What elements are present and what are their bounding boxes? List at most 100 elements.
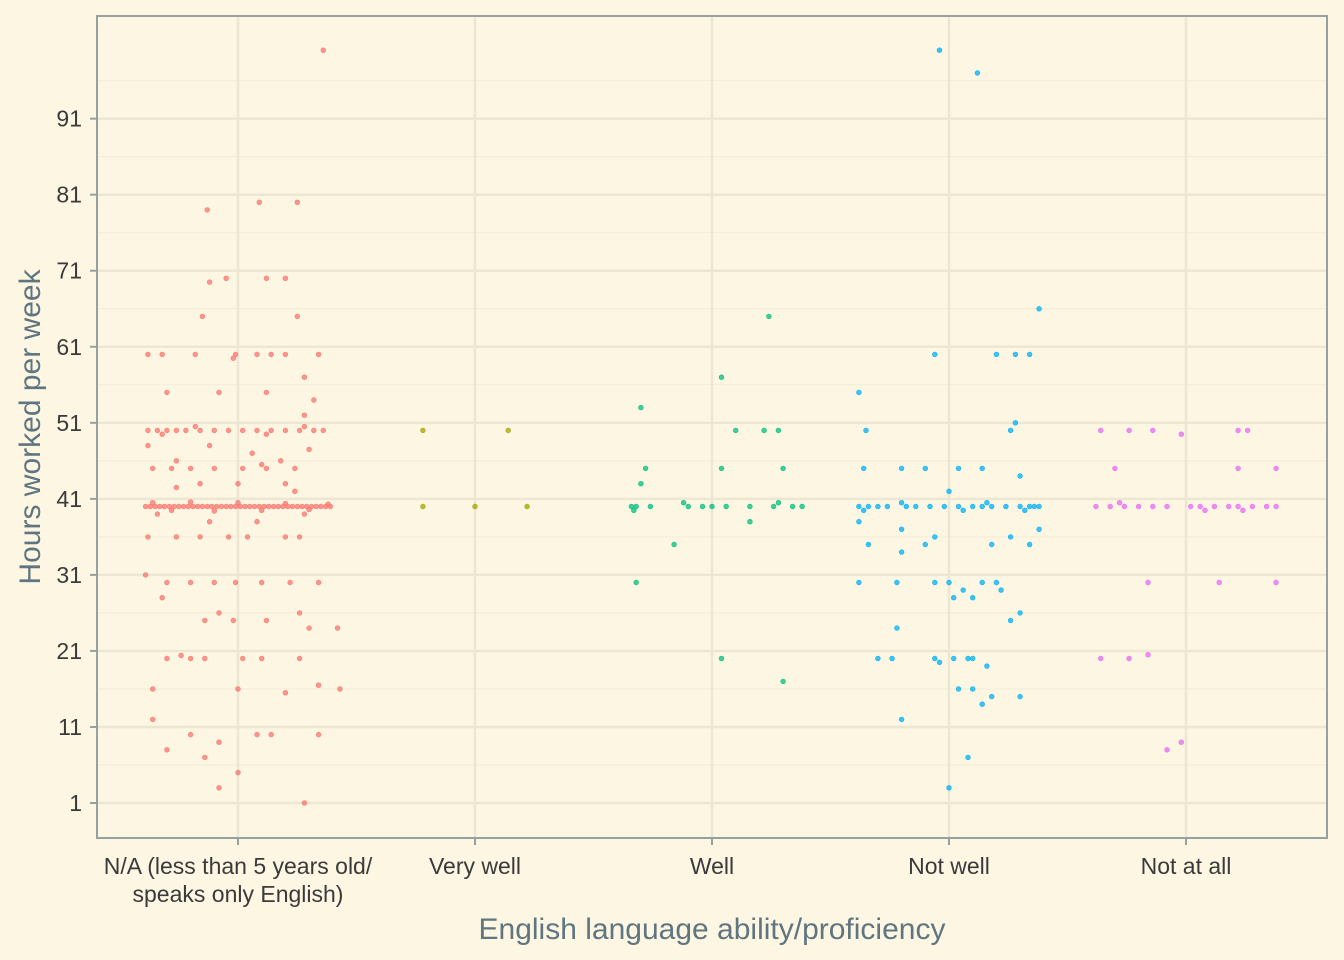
data-point	[941, 503, 947, 510]
data-point	[979, 503, 985, 510]
data-point	[216, 739, 222, 745]
data-point	[974, 70, 981, 76]
data-point	[1026, 351, 1033, 358]
data-point	[230, 617, 237, 624]
data-point	[242, 503, 248, 510]
data-point	[173, 534, 180, 540]
data-point	[894, 579, 900, 586]
data-point	[315, 579, 322, 586]
data-point	[950, 594, 957, 601]
data-point	[780, 678, 786, 685]
data-point	[898, 716, 905, 723]
data-point	[259, 461, 265, 468]
data-point	[979, 579, 985, 586]
data-point	[216, 610, 222, 616]
data-point	[875, 655, 881, 662]
data-point	[187, 499, 194, 505]
data-point	[294, 313, 300, 320]
data-point	[984, 663, 990, 669]
data-point	[647, 503, 654, 510]
data-point	[301, 412, 308, 418]
data-point	[922, 465, 928, 472]
data-point	[211, 427, 218, 434]
data-point	[301, 511, 308, 517]
data-point	[164, 579, 170, 586]
data-point	[922, 541, 928, 548]
data-point	[211, 465, 218, 472]
data-point	[214, 503, 220, 510]
data-point	[1107, 503, 1113, 510]
data-point	[254, 518, 260, 525]
data-point	[254, 427, 260, 434]
data-point	[775, 500, 782, 506]
data-point	[718, 655, 725, 662]
data-point	[1007, 534, 1014, 540]
data-point	[296, 534, 303, 540]
data-point	[993, 579, 1000, 586]
data-point	[955, 686, 962, 692]
data-point	[1121, 503, 1128, 510]
data-point	[199, 503, 206, 510]
data-point	[311, 427, 317, 434]
data-point	[898, 526, 905, 532]
data-point	[254, 731, 260, 738]
y-tick-label: 11	[58, 714, 82, 740]
data-point	[642, 465, 649, 472]
data-point	[960, 587, 966, 593]
data-point	[932, 534, 938, 540]
data-point	[197, 427, 203, 434]
data-point	[789, 503, 796, 510]
data-point	[969, 686, 976, 692]
data-point	[161, 503, 168, 510]
data-point	[240, 427, 246, 434]
data-point	[142, 503, 149, 510]
data-point	[164, 655, 170, 662]
data-point	[1273, 579, 1279, 586]
y-tick-label: 31	[56, 562, 82, 588]
data-point	[988, 541, 995, 548]
data-point	[230, 355, 237, 361]
data-point	[1126, 655, 1132, 662]
data-point	[315, 731, 322, 738]
data-point	[192, 423, 199, 430]
data-point	[223, 275, 229, 281]
data-point	[199, 313, 206, 320]
data-point	[154, 427, 161, 434]
data-point	[187, 465, 194, 472]
data-point	[1017, 503, 1023, 510]
data-point	[306, 446, 312, 453]
data-point	[235, 481, 241, 487]
data-point	[1007, 617, 1014, 624]
data-point	[950, 655, 957, 662]
data-point	[270, 503, 277, 510]
x-tick-label: Not well	[908, 853, 990, 879]
data-point	[187, 731, 194, 738]
data-point	[292, 488, 298, 494]
data-point	[770, 503, 777, 510]
data-point	[472, 503, 478, 510]
data-point	[202, 655, 208, 662]
data-point	[216, 785, 222, 791]
data-point	[187, 579, 194, 586]
data-point	[680, 500, 687, 506]
data-point	[263, 275, 270, 281]
data-point	[206, 279, 213, 285]
data-point	[718, 374, 725, 380]
data-point	[860, 507, 867, 513]
data-point	[856, 579, 862, 586]
data-point	[875, 503, 881, 510]
data-point	[268, 427, 274, 434]
data-point	[747, 518, 753, 525]
data-point	[984, 500, 990, 506]
data-point	[780, 465, 786, 472]
data-point	[164, 389, 170, 396]
data-point	[1178, 739, 1185, 745]
data-point	[1235, 503, 1241, 510]
data-point	[1026, 503, 1033, 510]
data-point	[766, 313, 772, 320]
data-point	[209, 503, 215, 510]
data-point	[1187, 503, 1194, 510]
data-point	[294, 503, 300, 510]
data-point	[240, 465, 246, 472]
data-point	[936, 659, 943, 665]
